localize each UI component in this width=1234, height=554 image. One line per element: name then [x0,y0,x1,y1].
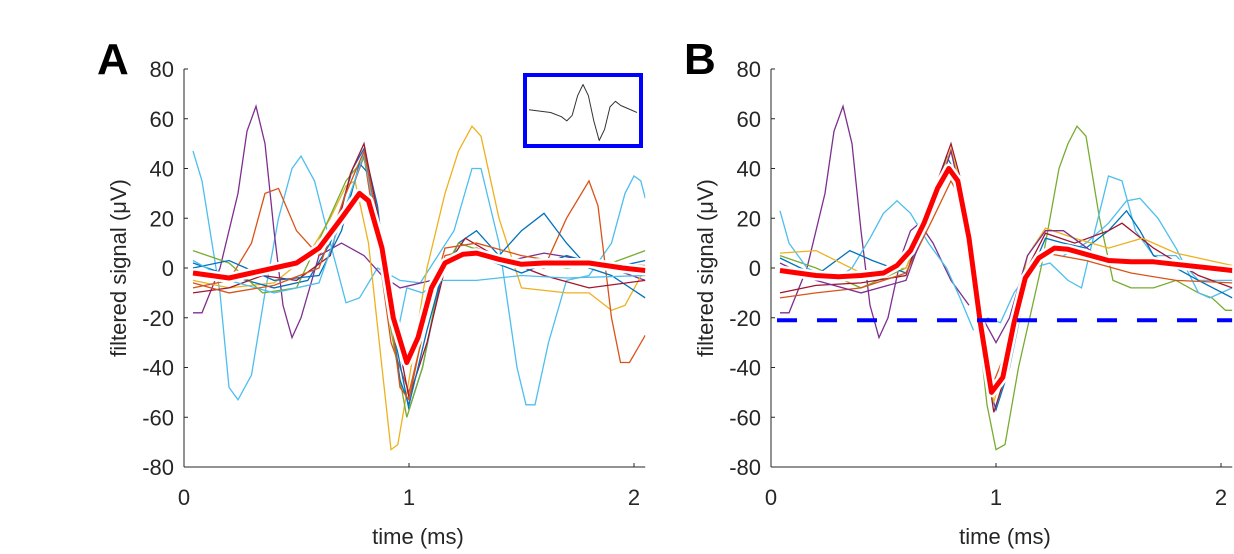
x-tick-label: 2 [628,485,640,510]
y-tick-label: -40 [142,356,174,381]
inset-border [523,73,643,148]
y-tick-label: -20 [142,306,174,331]
y-tick-label: 40 [150,157,174,182]
spike-trace [192,148,646,402]
spike-trace [192,125,646,451]
y-tick-label: 60 [737,107,761,132]
panel-b-letter: B [684,35,716,84]
spike-trace [192,150,646,406]
spike-trace [780,104,970,340]
y-tick-label: 0 [162,256,174,281]
y-tick-label: 0 [749,256,761,281]
mean-waveform [779,166,1233,395]
y-tick-label: 20 [150,206,174,231]
y-tick-label: -80 [142,455,174,480]
panel-a-letter: A [97,35,129,84]
y-tick-label: 20 [737,206,761,231]
panel-a-xlabel: time (ms) [372,524,464,549]
inset-waveform-box [523,73,643,148]
x-tick-label: 0 [178,485,190,510]
panel-b-xlabel: time (ms) [959,524,1051,549]
y-tick-label: -60 [142,405,174,430]
x-tick-label: 2 [1215,485,1227,510]
spike-trace [779,125,1233,451]
panel-a: A time (ms) filtered signal (μV) 80 60 40 2… [97,35,646,549]
panel-a-ylabel: filtered signal (μV) [106,179,131,357]
panel-b-ylabel: filtered signal (μV) [693,179,718,357]
y-tick-label: -40 [729,356,761,381]
y-tick-label: 40 [737,157,761,182]
x-tick-label: 1 [990,485,1002,510]
inset-waveform [528,84,638,141]
y-tick-label: 80 [737,57,761,82]
x-tick-label: 0 [765,485,777,510]
plot-area-b [771,104,1233,451]
spike-trace [1063,197,1233,299]
spike-trace [779,141,1233,413]
spike-trace [779,199,975,331]
y-tick-label: -60 [729,405,761,430]
panel-b: B time (ms) filtered signal (μV) 80 60 40 2… [684,35,1233,549]
x-tick-label: 1 [403,485,415,510]
spike-trace [192,151,646,343]
spike-trace [779,148,1233,344]
mean-waveform [192,190,646,365]
y-tick-label: -20 [729,306,761,331]
spike-trace [192,146,646,410]
y-tick-label: 80 [150,57,174,82]
y-tick-label: 60 [150,107,174,132]
y-tick-label: -80 [729,455,761,480]
plot-area-a [192,104,646,451]
